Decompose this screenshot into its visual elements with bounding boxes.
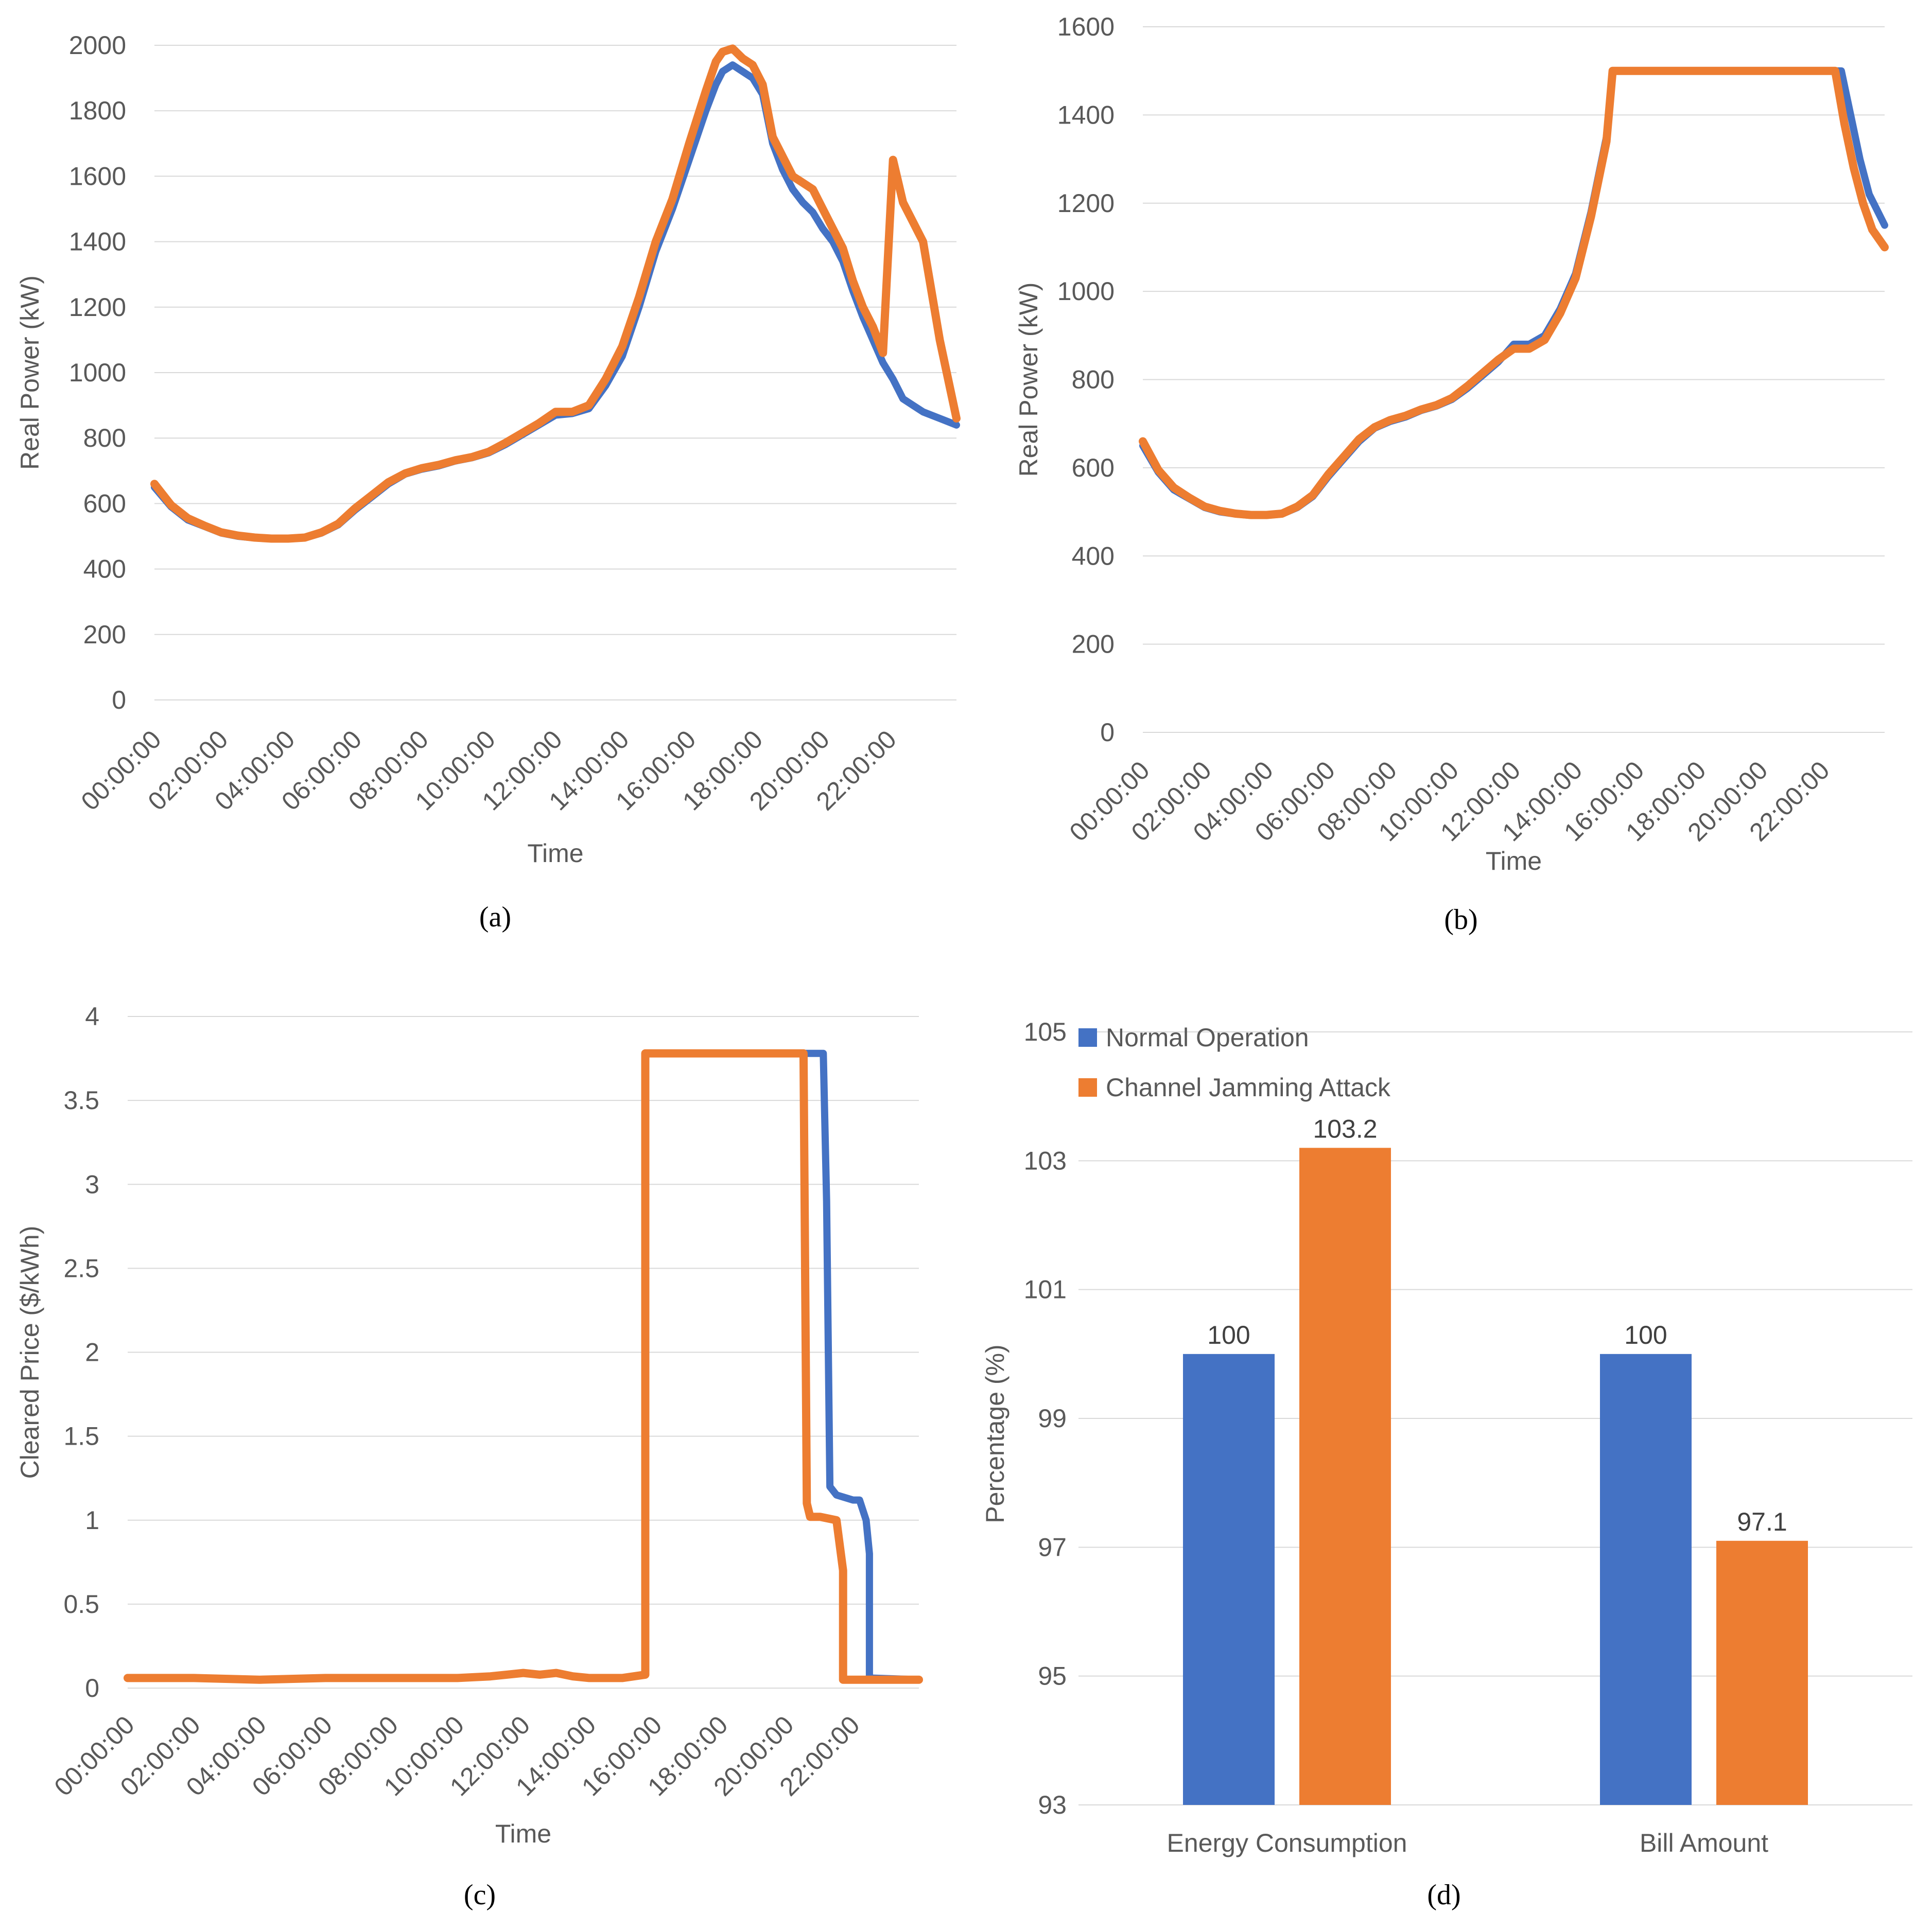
series-line-attack bbox=[150, 44, 961, 543]
y-tick-label: 105 bbox=[1024, 1017, 1067, 1046]
x-axis-title: Time bbox=[527, 839, 583, 868]
y-tick-label: 93 bbox=[1038, 1791, 1067, 1819]
data-label: 103.2 bbox=[1313, 1114, 1377, 1143]
y-tick-label: 103 bbox=[1024, 1146, 1067, 1175]
y-tick-label: 400 bbox=[1072, 541, 1115, 570]
x-axis-title: Time bbox=[495, 1819, 551, 1848]
bar-attack bbox=[1716, 1540, 1808, 1805]
y-tick-label: 97 bbox=[1038, 1533, 1067, 1561]
y-tick-label: 1200 bbox=[1057, 189, 1115, 218]
y-tick-label: 0 bbox=[1100, 718, 1115, 747]
y-tick-label: 1400 bbox=[69, 227, 126, 256]
series-line-attack bbox=[124, 1049, 923, 1684]
y-tick-label: 200 bbox=[1072, 630, 1115, 659]
y-tick-label: 1600 bbox=[69, 162, 126, 190]
y-tick-label: 2.5 bbox=[63, 1254, 99, 1283]
category-label: Bill Amount bbox=[1640, 1829, 1768, 1857]
y-tick-label: 400 bbox=[83, 555, 126, 584]
y-tick-label: 2 bbox=[85, 1338, 99, 1367]
y-axis-title: Percentage (%) bbox=[981, 1344, 1009, 1523]
series-line-normal bbox=[1139, 67, 1888, 519]
data-label: 100 bbox=[1624, 1321, 1667, 1349]
y-tick-label: 4 bbox=[85, 1002, 99, 1031]
data-label: 100 bbox=[1207, 1321, 1250, 1349]
figure-caption: (c) bbox=[464, 1879, 496, 1911]
y-tick-label: 1200 bbox=[69, 293, 126, 322]
y-tick-label: 99 bbox=[1038, 1404, 1067, 1433]
y-tick-label: 101 bbox=[1024, 1275, 1067, 1304]
category-label: Energy Consumption bbox=[1167, 1829, 1407, 1857]
chart-a: 020040060080010001200140016001800200000:… bbox=[15, 31, 961, 933]
series-line-normal bbox=[151, 61, 960, 543]
y-tick-label: 3.5 bbox=[63, 1086, 99, 1115]
chart-d: 93 95 97 99 101 103 105 100 103.2 Energy Consumpt… bbox=[981, 1017, 1912, 1911]
y-tick-label: 600 bbox=[1072, 453, 1115, 482]
y-tick-label: 600 bbox=[83, 489, 126, 518]
y-tick-label: 2000 bbox=[69, 31, 126, 60]
figure-caption: (a) bbox=[479, 901, 511, 933]
x-axis-title: Time bbox=[1486, 847, 1542, 875]
y-axis-title: Real Power (kW) bbox=[1014, 283, 1043, 477]
data-label: 97.1 bbox=[1737, 1507, 1787, 1536]
y-tick-label: 800 bbox=[83, 424, 126, 452]
chart-b: 0200400600800100012001400160000:00:0002:… bbox=[1014, 12, 1889, 936]
figure-caption: (b) bbox=[1444, 904, 1477, 936]
y-tick-label: 0 bbox=[85, 1674, 99, 1703]
y-tick-label: 0 bbox=[112, 686, 126, 714]
bar-normal bbox=[1600, 1354, 1692, 1805]
y-axis-title: Cleared Price ($/kWh) bbox=[15, 1226, 44, 1479]
y-tick-label: 1400 bbox=[1057, 100, 1115, 129]
chart-c: 00.511.522.533.5400:00:0002:00:0004:00:0… bbox=[15, 1002, 923, 1911]
y-tick-label: 1000 bbox=[69, 358, 126, 387]
y-tick-label: 1 bbox=[85, 1506, 99, 1535]
y-tick-label: 95 bbox=[1038, 1662, 1067, 1691]
y-tick-label: 200 bbox=[83, 620, 126, 649]
legend-label: Channel Jamming Attack bbox=[1106, 1073, 1391, 1102]
y-tick-label: 0.5 bbox=[63, 1590, 99, 1619]
bar-normal bbox=[1183, 1354, 1275, 1805]
y-tick-label: 1.5 bbox=[63, 1422, 99, 1451]
legend-label: Normal Operation bbox=[1106, 1023, 1309, 1052]
bar-attack bbox=[1299, 1148, 1391, 1805]
series-line-attack bbox=[1139, 66, 1889, 519]
y-tick-label: 1600 bbox=[1057, 12, 1115, 41]
figure-caption: (d) bbox=[1427, 1879, 1460, 1911]
y-tick-label: 1000 bbox=[1057, 277, 1115, 306]
legend-swatch-normal bbox=[1078, 1028, 1097, 1047]
legend-swatch-attack bbox=[1078, 1078, 1097, 1097]
y-tick-label: 3 bbox=[85, 1170, 99, 1199]
y-tick-label: 800 bbox=[1072, 365, 1115, 394]
y-tick-label: 1800 bbox=[69, 96, 126, 125]
y-axis-title: Real Power (kW) bbox=[15, 275, 44, 470]
